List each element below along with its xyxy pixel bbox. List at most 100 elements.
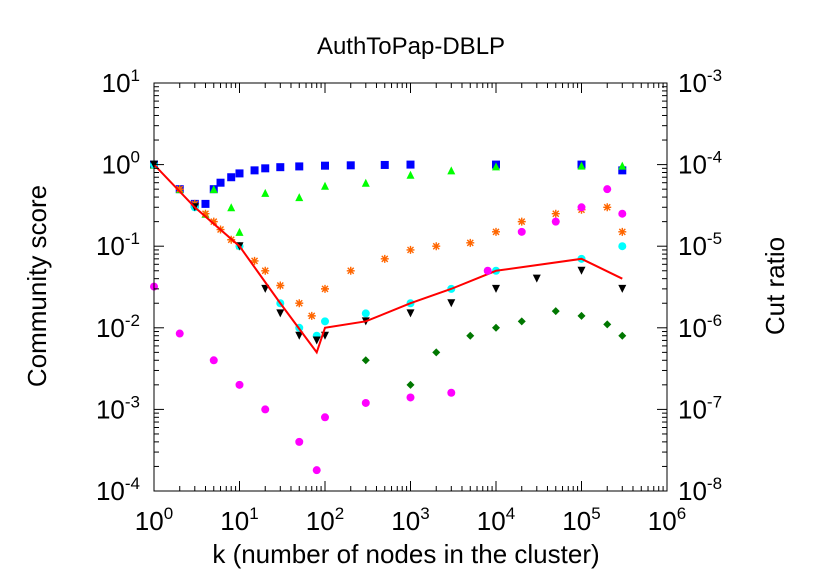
data-point (216, 178, 225, 187)
data-point (209, 185, 218, 194)
data-point (276, 163, 285, 172)
data-point (346, 161, 355, 170)
data-point (361, 398, 370, 407)
y-tick-label: 101 (102, 66, 140, 98)
data-point (295, 437, 304, 446)
y-tick-label: 10-1 (96, 229, 140, 261)
data-point (361, 356, 370, 365)
data-point (321, 284, 329, 293)
data-point (517, 317, 526, 326)
x-tick-label: 101 (220, 504, 258, 536)
data-point (447, 166, 456, 175)
y-tick-label: 10-4 (96, 474, 140, 506)
data-point (432, 242, 441, 251)
data-point (235, 169, 244, 178)
data-point (618, 242, 627, 251)
data-point (406, 160, 415, 169)
data-point (618, 166, 627, 175)
y2-tick-label: 10-6 (678, 311, 722, 343)
data-point (466, 331, 475, 340)
data-point (321, 161, 329, 170)
data-point (250, 256, 259, 265)
data-point (492, 162, 500, 171)
series-0 (150, 160, 627, 208)
data-point (492, 323, 500, 332)
data-point (618, 284, 627, 293)
data-point (603, 185, 612, 194)
plot-area (150, 160, 627, 475)
x-tick-label: 103 (391, 504, 429, 536)
data-point (261, 405, 270, 414)
data-point (380, 160, 389, 169)
axes: 100 101 102 103 104 105 106 10-4 10-3 10-2 10-1 100… (96, 66, 722, 536)
data-point (346, 266, 355, 275)
y2-tick-label: 10-7 (678, 392, 722, 424)
data-point (250, 166, 259, 175)
data-point (447, 299, 456, 308)
data-point (312, 466, 321, 475)
series-5 (153, 163, 623, 355)
data-point (209, 356, 218, 365)
data-point (406, 170, 415, 179)
data-point (175, 185, 184, 194)
data-point (295, 331, 304, 340)
y2-tick-label: 10-4 (678, 148, 722, 180)
data-point (532, 274, 541, 283)
data-point (209, 217, 218, 226)
plot-frame (153, 82, 668, 492)
y2-tick-label: 10-5 (678, 229, 722, 261)
data-point (321, 181, 329, 190)
data-point (380, 254, 389, 263)
data-point (361, 178, 370, 187)
series-7 (150, 185, 627, 475)
data-point (321, 317, 329, 326)
data-point (307, 311, 316, 320)
data-point (261, 266, 270, 275)
data-point (577, 161, 586, 170)
data-point (551, 209, 560, 218)
series-6 (361, 307, 627, 389)
data-point (406, 380, 415, 389)
data-point (235, 227, 244, 236)
data-point (201, 199, 210, 208)
x-tick-label: 104 (477, 504, 515, 536)
x-tick-label: 106 (648, 504, 686, 536)
y-tick-label: 100 (102, 148, 140, 180)
data-point (618, 331, 627, 340)
y-axis-label: Community score (22, 185, 52, 387)
data-point (175, 329, 184, 338)
x-tick-label: 100 (135, 504, 173, 536)
x-tick-label: 105 (562, 504, 600, 536)
data-point (261, 284, 270, 293)
data-point (261, 164, 270, 173)
data-point (361, 309, 370, 318)
data-point (577, 311, 586, 320)
y-tick-label: 10-2 (96, 311, 140, 343)
series-4 (150, 160, 627, 345)
y2-tick-label: 10-8 (678, 474, 722, 506)
data-point (321, 413, 329, 422)
data-point (577, 266, 586, 275)
data-point (227, 173, 236, 182)
data-point (276, 309, 285, 318)
series-line (153, 163, 623, 355)
data-point (201, 209, 210, 218)
data-point (483, 266, 492, 275)
data-point (312, 336, 321, 345)
data-point (618, 227, 627, 236)
data-point (551, 307, 560, 316)
data-point (603, 320, 612, 329)
data-point (295, 193, 304, 202)
data-point (618, 209, 627, 218)
data-point (577, 203, 586, 212)
data-point (406, 309, 415, 318)
data-point (406, 245, 415, 254)
y-tick-label: 10-3 (96, 392, 140, 424)
data-point (603, 203, 612, 212)
data-point (276, 281, 285, 290)
data-point (227, 203, 236, 212)
x-tick-label: 102 (306, 504, 344, 536)
x-axis-label: k (number of nodes in the cluster) (212, 539, 599, 569)
data-point (618, 161, 627, 170)
